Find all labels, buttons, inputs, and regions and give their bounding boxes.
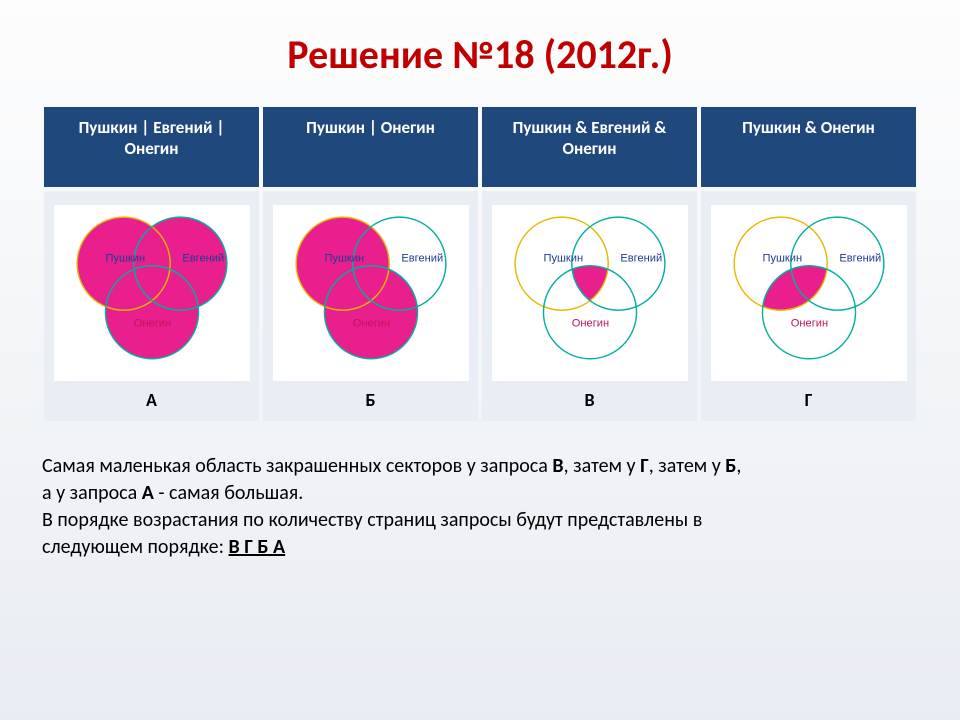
option-letter-0: А	[146, 389, 157, 411]
exp-1b: В	[552, 454, 563, 478]
option-letter-3: Г	[805, 389, 813, 411]
exp-1f: Б	[725, 454, 736, 478]
exp-1g: ,	[736, 454, 741, 478]
venn-box-1: Пушкин Евгений Онегин	[273, 205, 469, 381]
exp-4a: следующем порядке:	[42, 535, 228, 559]
svg-text:Пушкин: Пушкин	[105, 253, 145, 265]
svg-text:Пушкин: Пушкин	[324, 253, 364, 265]
venn-diagram-3: Пушкин Евгений Онегин	[714, 207, 904, 379]
venn-cell-2: Пушкин Евгений Онегин В	[482, 191, 697, 421]
venn-box-2: Пушкин Евгений Онегин	[492, 205, 688, 381]
venn-box-3: Пушкин Евгений Онегин	[711, 205, 907, 381]
option-letter-2: В	[584, 389, 594, 411]
venn-diagram-2: Пушкин Евгений Онегин	[495, 207, 685, 379]
venn-cell-3: Пушкин Евгений Онегин Г	[701, 191, 916, 421]
option-letter-1: Б	[365, 389, 375, 411]
svg-text:Пушкин: Пушкин	[762, 253, 802, 265]
explanation-text: Самая маленькая область закрашенных сект…	[40, 453, 920, 561]
svg-text:Онегин: Онегин	[790, 317, 827, 329]
exp-1e: , затем у	[649, 454, 726, 478]
exp-2c: - самая большая.	[154, 481, 303, 505]
exp-4b: В Г Б А	[228, 535, 285, 559]
svg-text:Евгений: Евгений	[182, 253, 224, 265]
col-header-3: Пушкин & Онегин	[701, 107, 916, 187]
exp-3: В порядке возрастания по количеству стра…	[42, 508, 702, 532]
exp-1a: Самая маленькая область закрашенных сект…	[42, 454, 552, 478]
col-header-0: Пушкин | Евгений | Онегин	[44, 107, 259, 187]
svg-text:Пушкин: Пушкин	[543, 253, 583, 265]
svg-text:Онегин: Онегин	[571, 317, 608, 329]
venn-box-0: Пушкин Евгений Онегин	[54, 205, 250, 381]
venn-cell-1: Пушкин Евгений Онегин Б	[263, 191, 478, 421]
exp-2b: А	[142, 481, 154, 505]
venn-diagram-1: Пушкин Евгений Онегин	[276, 207, 466, 379]
venn-diagram-0: Пушкин Евгений Онегин	[57, 207, 247, 379]
svg-text:Евгений: Евгений	[620, 253, 662, 265]
page-title: Решение №18 (2012г.)	[40, 30, 920, 79]
solution-table: Пушкин | Евгений | Онегин Пушкин | Онеги…	[40, 103, 920, 425]
svg-text:Евгений: Евгений	[401, 253, 443, 265]
exp-1d: Г	[640, 454, 649, 478]
venn-cell-0: Пушкин Евгений Онегин А	[44, 191, 259, 421]
col-header-2: Пушкин & Евгений & Онегин	[482, 107, 697, 187]
svg-text:Онегин: Онегин	[133, 317, 170, 329]
svg-text:Онегин: Онегин	[352, 317, 389, 329]
exp-2a: а у запроса	[42, 481, 142, 505]
exp-1c: , затем у	[564, 454, 641, 478]
col-header-1: Пушкин | Онегин	[263, 107, 478, 187]
svg-text:Евгений: Евгений	[839, 253, 881, 265]
